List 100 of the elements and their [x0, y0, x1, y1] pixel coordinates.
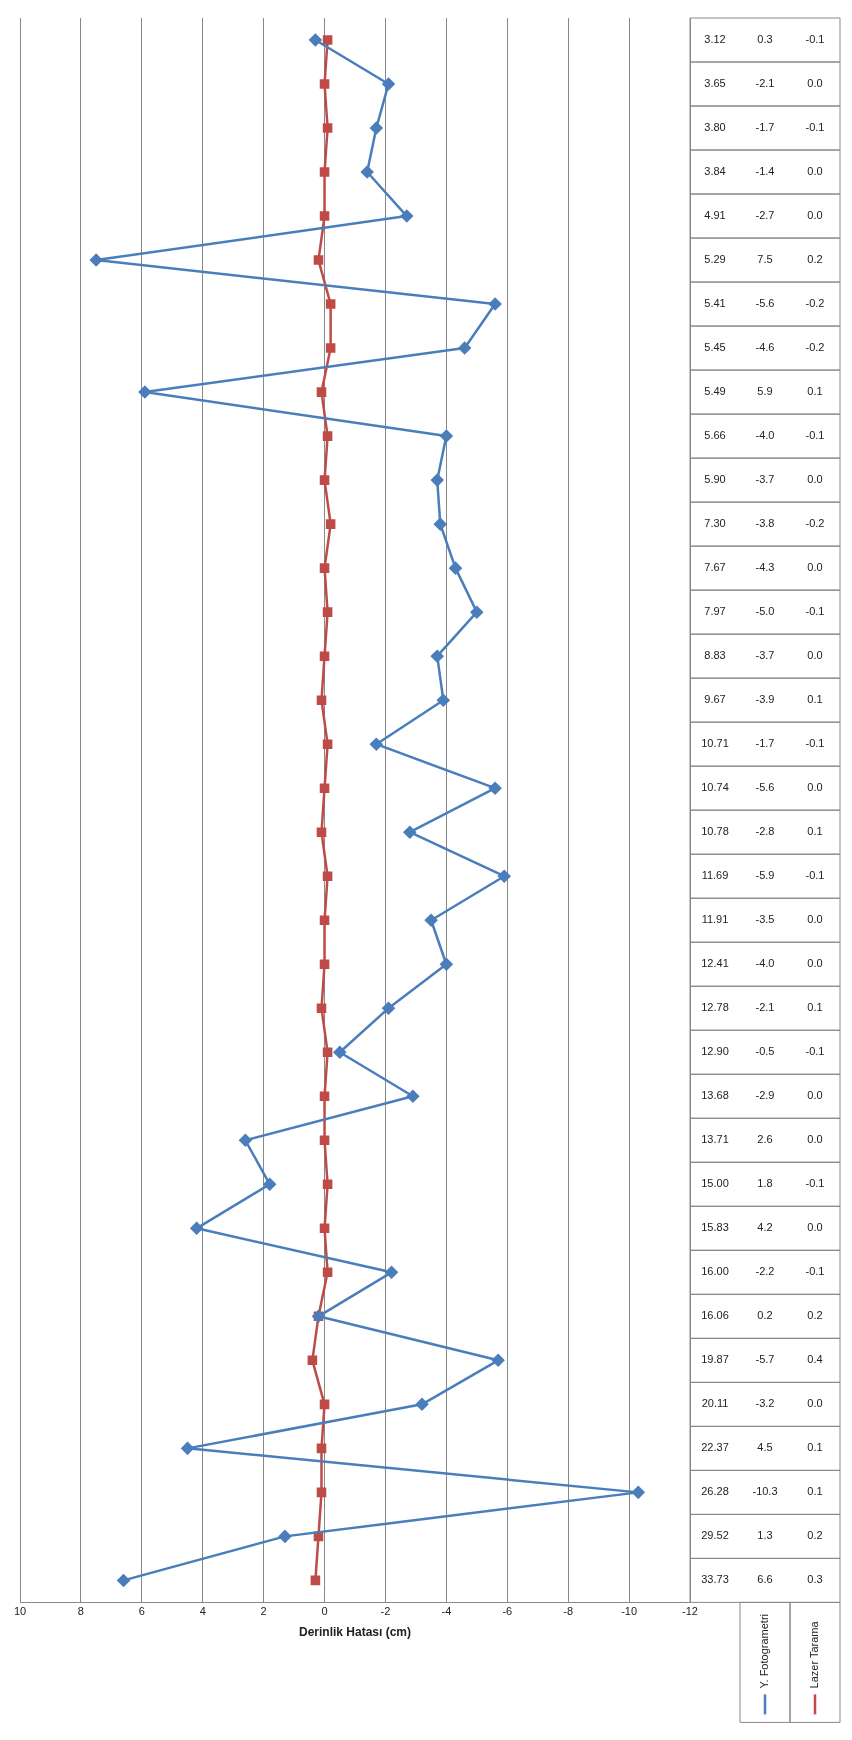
data-label: 0.1 — [807, 385, 823, 398]
data-label: 0.0 — [807, 1089, 823, 1102]
data-label: 0.3 — [757, 33, 773, 46]
data-label: -10.3 — [752, 1485, 778, 1498]
y-tick-label: 5.49 — [704, 385, 726, 398]
data-label: 0.0 — [807, 913, 823, 926]
data-label: -4.6 — [755, 341, 775, 354]
data-label: 6.6 — [757, 1573, 773, 1586]
y-tick-label: 3.84 — [704, 165, 726, 178]
data-label: 1.8 — [757, 1177, 773, 1190]
data-label: 0.1 — [807, 693, 823, 706]
data-label: 0.0 — [807, 1221, 823, 1234]
y-tick-label: 26.28 — [701, 1485, 729, 1498]
y-tick-label: 12.78 — [701, 1001, 729, 1014]
data-label: 0.2 — [757, 1309, 773, 1322]
data-label: 0.0 — [807, 781, 823, 794]
x-tick-label: 2 — [260, 1605, 267, 1618]
data-label: -2.2 — [755, 1265, 775, 1278]
y-tick-label: 5.29 — [704, 253, 726, 266]
data-label: -0.1 — [805, 1045, 825, 1058]
data-label: -1.4 — [755, 165, 775, 178]
data-label: -0.1 — [805, 1177, 825, 1190]
y-tick-label: 11.69 — [701, 869, 729, 882]
y-tick-label: 3.12 — [704, 33, 726, 46]
data-label: -3.5 — [755, 913, 775, 926]
data-label: 0.0 — [807, 1397, 823, 1410]
y-tick-label: 7.97 — [704, 605, 726, 618]
x-tick-label: -8 — [563, 1605, 574, 1618]
y-tick-label: 15.83 — [701, 1221, 729, 1234]
y-tick-label: 19.87 — [701, 1353, 729, 1366]
data-label: -2.1 — [755, 77, 775, 90]
data-label: -5.6 — [755, 297, 775, 310]
data-label: -1.7 — [755, 121, 775, 134]
y-tick-label: 33.73 — [701, 1573, 729, 1586]
data-label: 2.6 — [757, 1133, 773, 1146]
data-label: 1.3 — [757, 1529, 773, 1542]
y-tick-label: 12.41 — [701, 957, 729, 970]
x-tick-label: 0 — [321, 1605, 328, 1618]
y-tick-label: 13.68 — [701, 1089, 729, 1102]
data-label: 0.0 — [807, 957, 823, 970]
data-label: -0.1 — [805, 33, 825, 46]
data-label: 4.5 — [757, 1441, 773, 1454]
data-label: -4.3 — [755, 561, 775, 574]
data-label: 0.0 — [807, 1133, 823, 1146]
data-label: 4.2 — [757, 1221, 773, 1234]
data-label: 0.0 — [807, 77, 823, 90]
y-tick-label: 16.06 — [701, 1309, 729, 1322]
y-tick-label: 16.00 — [701, 1265, 729, 1278]
data-label: -3.7 — [755, 649, 775, 662]
y-tick-label: 7.67 — [704, 561, 726, 574]
y-tick-label: 4.91 — [704, 209, 726, 222]
data-label: -1.7 — [755, 737, 775, 750]
data-label: -2.7 — [755, 209, 775, 222]
y-tick-label: 5.66 — [704, 429, 726, 442]
data-label: 0.0 — [807, 561, 823, 574]
data-label: 0.1 — [807, 1485, 823, 1498]
data-label: -2.8 — [755, 825, 775, 838]
data-label: 0.0 — [807, 165, 823, 178]
data-label: -3.9 — [755, 693, 775, 706]
x-tick-label: 6 — [138, 1605, 145, 1618]
y-tick-label: 12.90 — [701, 1045, 729, 1058]
text: Y. Fotogrametri — [758, 1614, 771, 1689]
data-label: -0.5 — [755, 1045, 775, 1058]
data-label: -4.0 — [755, 429, 775, 442]
data-label: 7.5 — [757, 253, 773, 266]
x-tick-label: -6 — [502, 1605, 513, 1618]
y-tick-label: 20.11 — [701, 1397, 729, 1410]
y-tick-label: 5.90 — [704, 473, 726, 486]
data-label: -5.7 — [755, 1353, 775, 1366]
data-label: -5.0 — [755, 605, 775, 618]
data-label: 0.2 — [807, 1309, 823, 1322]
y-tick-label: 8.83 — [704, 649, 726, 662]
y-tick-label: 13.71 — [701, 1133, 729, 1146]
text: Lazer Tarama — [808, 1620, 821, 1689]
data-label: -0.1 — [805, 429, 825, 442]
y-tick-label: 22.37 — [701, 1441, 729, 1454]
y-tick-label: 10.74 — [701, 781, 729, 794]
x-tick-label: 4 — [199, 1605, 206, 1618]
data-label: -0.1 — [805, 1265, 825, 1278]
data-label: 0.1 — [807, 825, 823, 838]
y-tick-label: 10.78 — [701, 825, 729, 838]
data-label: 0.3 — [807, 1573, 823, 1586]
y-tick-label: 5.41 — [704, 297, 726, 310]
y-tick-label: 3.65 — [704, 77, 726, 90]
data-label: -3.8 — [755, 517, 775, 530]
data-label: -2.9 — [755, 1089, 775, 1102]
data-label: 0.4 — [807, 1353, 823, 1366]
y-tick-label: 7.30 — [704, 517, 726, 530]
x-tick-label: -4 — [441, 1605, 452, 1618]
data-label: -0.1 — [805, 121, 825, 134]
y-tick-label: 5.45 — [704, 341, 726, 354]
data-label: 0.2 — [807, 253, 823, 266]
data-label: -0.2 — [805, 341, 825, 354]
data-label: 0.1 — [807, 1001, 823, 1014]
data-label: -4.0 — [755, 957, 775, 970]
data-label: 0.2 — [807, 1529, 823, 1542]
data-label: -3.7 — [755, 473, 775, 486]
data-label: -0.2 — [805, 297, 825, 310]
data-label: -3.2 — [755, 1397, 775, 1410]
x-tick-label: -10 — [621, 1605, 638, 1618]
